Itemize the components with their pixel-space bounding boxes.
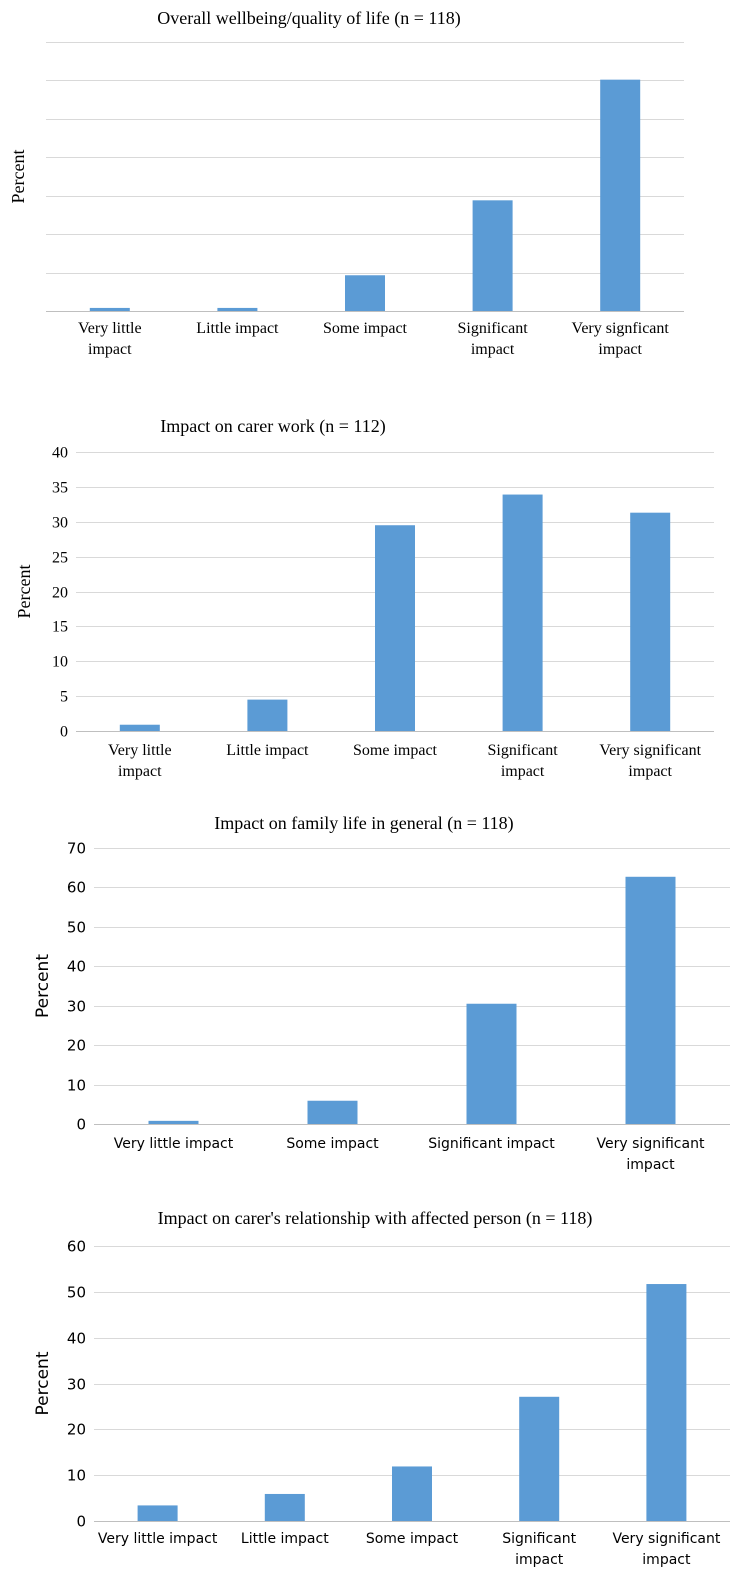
x-tick-label: Significant impact <box>502 1531 576 1568</box>
bar <box>264 1493 305 1521</box>
x-tick-label: Very significant impact <box>599 742 701 780</box>
y-tick-label: 40 <box>67 1330 86 1348</box>
bar <box>137 1505 178 1521</box>
x-tick-label: Very little impact <box>98 1531 218 1547</box>
y-tick-label: 0 <box>76 1513 86 1531</box>
x-tick-label: Significant impact <box>457 320 528 358</box>
bar <box>89 307 130 311</box>
y-tick-label: 15 <box>52 619 68 636</box>
x-tick-label: Some impact <box>353 742 438 759</box>
chart-title: Impact on family life in general (n = 11… <box>214 813 513 834</box>
x-tick-label: Some impact <box>286 1136 379 1152</box>
x-tick-label: Very significant impact <box>612 1531 720 1568</box>
x-tick-label: Some impact <box>366 1531 459 1547</box>
y-tick-label: 30 <box>67 1376 86 1394</box>
y-tick-label: 60 <box>67 879 86 897</box>
y-tick-label: 20 <box>67 1037 86 1055</box>
x-tick-label: Significant impact <box>428 1136 555 1152</box>
y-tick-label: 50 <box>67 919 86 937</box>
x-tick-label: Very little impact <box>114 1136 234 1152</box>
bar <box>345 275 385 311</box>
y-tick-label: 40 <box>52 445 68 462</box>
x-tick-label: Some impact <box>323 320 408 337</box>
y-tick-label: 50 <box>67 1284 86 1302</box>
chart-4: Impact on carer's relationship with affe… <box>33 1208 730 1568</box>
y-axis-label: Percent <box>14 565 34 619</box>
x-tick-label: Very significant impact <box>597 1136 705 1173</box>
bar <box>646 1284 687 1521</box>
x-tick-label: Little impact <box>226 742 309 759</box>
y-tick-label: 70 <box>67 840 86 858</box>
y-tick-label: 10 <box>52 654 68 671</box>
x-tick-label: Very little impact <box>108 742 172 780</box>
y-tick-label: 40 <box>67 958 86 976</box>
y-axis-label: Percent <box>33 954 53 1018</box>
bar <box>519 1396 560 1521</box>
y-tick-label: 35 <box>52 480 68 497</box>
chart-title: Impact on carer work (n = 112) <box>160 416 385 437</box>
chart-1: Overall wellbeing/quality of life (n = 1… <box>8 8 684 358</box>
y-tick-label: 30 <box>52 515 68 532</box>
y-tick-label: 20 <box>52 585 68 602</box>
x-tick-label: Very little impact <box>78 320 142 358</box>
bar <box>375 525 415 731</box>
bar <box>466 1003 517 1124</box>
bar <box>600 79 641 311</box>
bar <box>148 1120 199 1124</box>
y-tick-label: 0 <box>76 1116 86 1134</box>
bar <box>625 876 676 1124</box>
bar <box>472 200 513 311</box>
x-tick-label: Little impact <box>196 320 279 337</box>
y-tick-label: 10 <box>67 1077 86 1095</box>
y-tick-label: 30 <box>67 998 86 1016</box>
chart-2: Impact on carer work (n = 112) Percent 0 5 1… <box>14 416 714 780</box>
x-tick-label: Little impact <box>241 1531 329 1547</box>
chart-title: Overall wellbeing/quality of life (n = 1… <box>157 8 460 29</box>
y-tick-label: 0 <box>60 724 68 741</box>
y-axis-label: Percent <box>33 1351 53 1415</box>
bar <box>392 1466 432 1521</box>
y-tick-label: 5 <box>60 689 68 706</box>
x-tick-label: Very signficant impact <box>572 320 670 358</box>
bar <box>502 494 543 731</box>
bar <box>307 1100 358 1124</box>
x-tick-label: Significant impact <box>487 742 558 780</box>
chart-3: Impact on family life in general (n = 11… <box>33 813 730 1173</box>
chart-title: Impact on carer's relationship with affe… <box>158 1208 593 1229</box>
y-tick-label: 10 <box>67 1467 86 1485</box>
bar <box>119 724 160 731</box>
bar <box>217 307 258 311</box>
y-tick-label: 60 <box>67 1238 86 1256</box>
bar <box>630 512 671 731</box>
y-tick-label: 20 <box>67 1421 86 1439</box>
y-axis-label: Percent <box>8 150 28 204</box>
bar <box>247 699 288 731</box>
y-tick-label: 25 <box>52 550 68 567</box>
